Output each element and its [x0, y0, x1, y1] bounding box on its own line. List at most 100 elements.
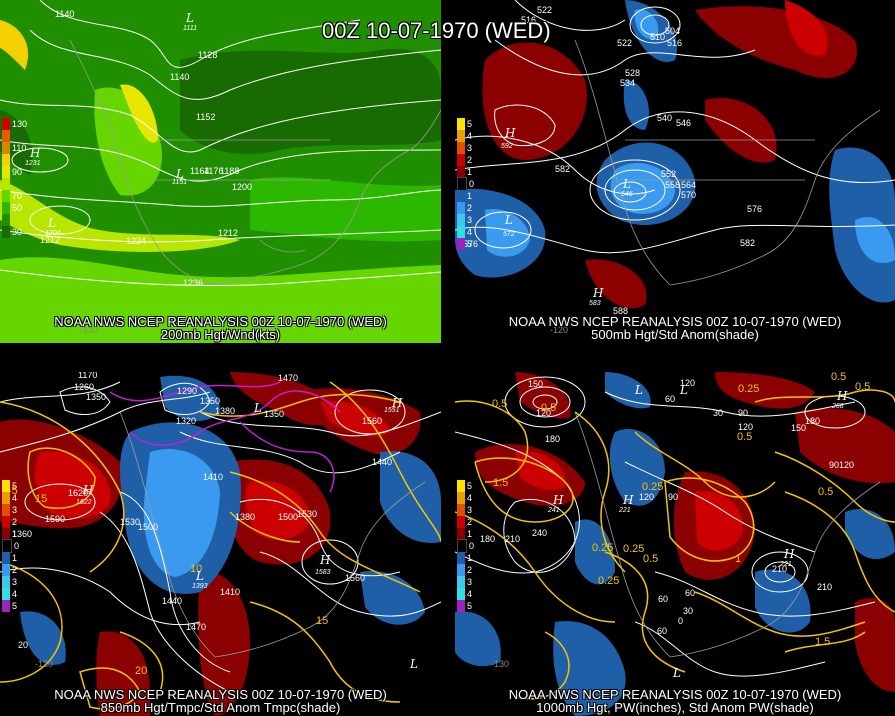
legend-label: 3: [12, 505, 18, 515]
svg-text:90: 90: [829, 460, 839, 470]
svg-text:582: 582: [555, 164, 570, 174]
svg-text:1583: 1583: [315, 569, 331, 576]
svg-text:1.5: 1.5: [493, 477, 508, 489]
svg-text:1151: 1151: [172, 179, 187, 186]
svg-text:1590: 1590: [45, 514, 65, 524]
legend-swatch: [457, 504, 465, 516]
svg-text:150: 150: [528, 379, 543, 389]
svg-text:583: 583: [589, 300, 601, 307]
svg-text:1622: 1622: [76, 499, 92, 506]
svg-text:1: 1: [735, 553, 741, 565]
svg-text:241: 241: [547, 507, 560, 514]
legend-entry: 5: [457, 238, 479, 250]
legend-label: 5: [467, 239, 473, 249]
legend-swatch: [457, 154, 465, 166]
legend-label: 2: [467, 517, 473, 527]
svg-text:210: 210: [772, 564, 787, 574]
legend-swatch: [457, 226, 465, 238]
svg-text:-130: -130: [35, 659, 53, 669]
svg-text:H: H: [783, 547, 795, 561]
legend-label: 3: [467, 215, 473, 225]
svg-text:0.5: 0.5: [831, 372, 846, 383]
svg-text:1410: 1410: [203, 472, 223, 482]
legend-swatch: [457, 214, 465, 226]
svg-text:1393: 1393: [192, 583, 208, 590]
svg-text:1410: 1410: [220, 587, 240, 597]
temp-anomaly-legend: 5 4 3 2 1 0 1 2 3 4 5: [2, 480, 24, 612]
legend-swatch: [457, 600, 465, 612]
svg-text:210: 210: [505, 534, 520, 544]
legend-entry: 1: [457, 552, 479, 564]
svg-text:180: 180: [805, 416, 820, 426]
svg-text:10: 10: [190, 563, 202, 575]
svg-text:0.5: 0.5: [855, 381, 870, 393]
svg-text:1440: 1440: [372, 457, 392, 467]
legend-label: 1: [12, 553, 18, 563]
svg-text:H: H: [82, 483, 94, 497]
legend-entry: 70: [2, 190, 24, 202]
legend-entry: 1: [457, 190, 479, 202]
svg-text:20: 20: [135, 665, 147, 677]
svg-text:1152: 1152: [196, 112, 215, 122]
svg-text:534: 534: [620, 78, 635, 88]
svg-text:30: 30: [713, 408, 723, 418]
svg-text:120: 120: [738, 422, 753, 432]
svg-text:210: 210: [817, 582, 832, 592]
svg-text:150: 150: [791, 423, 806, 433]
legend-swatch: [2, 130, 10, 142]
legend-swatch: [457, 202, 465, 214]
svg-text:H: H: [29, 146, 41, 160]
legend-label: 130: [12, 119, 28, 129]
legend-label: 4: [467, 227, 473, 237]
panel-product-label: 1000mb Hgt, PW(inches), Std Anom PW(shad…: [536, 700, 814, 715]
panel-product-label: 200mb Hgt/Wnd(kts): [160, 327, 281, 342]
legend-entry: 1: [457, 528, 479, 540]
svg-text:0.25: 0.25: [623, 543, 644, 555]
legend-entry: 3: [457, 504, 479, 516]
svg-text:H: H: [622, 493, 634, 507]
legend-entry: 5: [457, 600, 479, 612]
legend-swatch: [2, 190, 10, 202]
legend-swatch: [457, 552, 465, 564]
svg-text:0.25: 0.25: [642, 481, 663, 493]
legend-entry: 2: [2, 564, 24, 576]
svg-text:1620: 1620: [68, 488, 88, 498]
svg-text:1164: 1164: [190, 166, 209, 176]
panel-850mb-map: 1170 1260 1350 1290 1320 1350 1380 1470 1350 1…: [0, 372, 441, 716]
svg-text:120: 120: [536, 408, 551, 418]
legend-entry: [2, 214, 24, 226]
legend-label: 5: [12, 601, 18, 611]
svg-text:1551: 1551: [384, 407, 400, 414]
legend-label: 4: [12, 493, 18, 503]
svg-text:L: L: [679, 383, 688, 397]
legend-entry: 0: [457, 177, 479, 191]
legend-swatch: [457, 528, 465, 540]
legend-label: 70: [12, 191, 23, 201]
legend-swatch: [457, 576, 465, 588]
svg-text:1224: 1224: [126, 236, 146, 246]
legend-label: 1: [467, 553, 473, 563]
svg-text:0.5: 0.5: [643, 553, 658, 565]
svg-text:240: 240: [532, 528, 547, 538]
svg-text:0.25: 0.25: [738, 383, 759, 395]
svg-text:1470: 1470: [278, 373, 298, 383]
legend-swatch: [457, 238, 465, 250]
legend-swatch: [457, 588, 465, 600]
svg-text:1560: 1560: [345, 573, 365, 583]
svg-text:1350: 1350: [86, 392, 106, 402]
svg-text:221: 221: [618, 507, 631, 514]
svg-text:0.5: 0.5: [737, 431, 752, 443]
legend-label: 0: [14, 541, 20, 551]
svg-text:H: H: [391, 396, 403, 410]
svg-text:570: 570: [681, 190, 696, 200]
legend-label: 1: [467, 191, 473, 201]
svg-text:-5: -5: [8, 485, 18, 497]
svg-text:0.25: 0.25: [598, 575, 619, 587]
legend-label: 50: [12, 203, 23, 213]
svg-text:516: 516: [521, 15, 536, 25]
svg-text:0.5: 0.5: [818, 486, 833, 498]
svg-text:1128: 1128: [198, 50, 217, 60]
legend-entry: 4: [457, 130, 479, 142]
